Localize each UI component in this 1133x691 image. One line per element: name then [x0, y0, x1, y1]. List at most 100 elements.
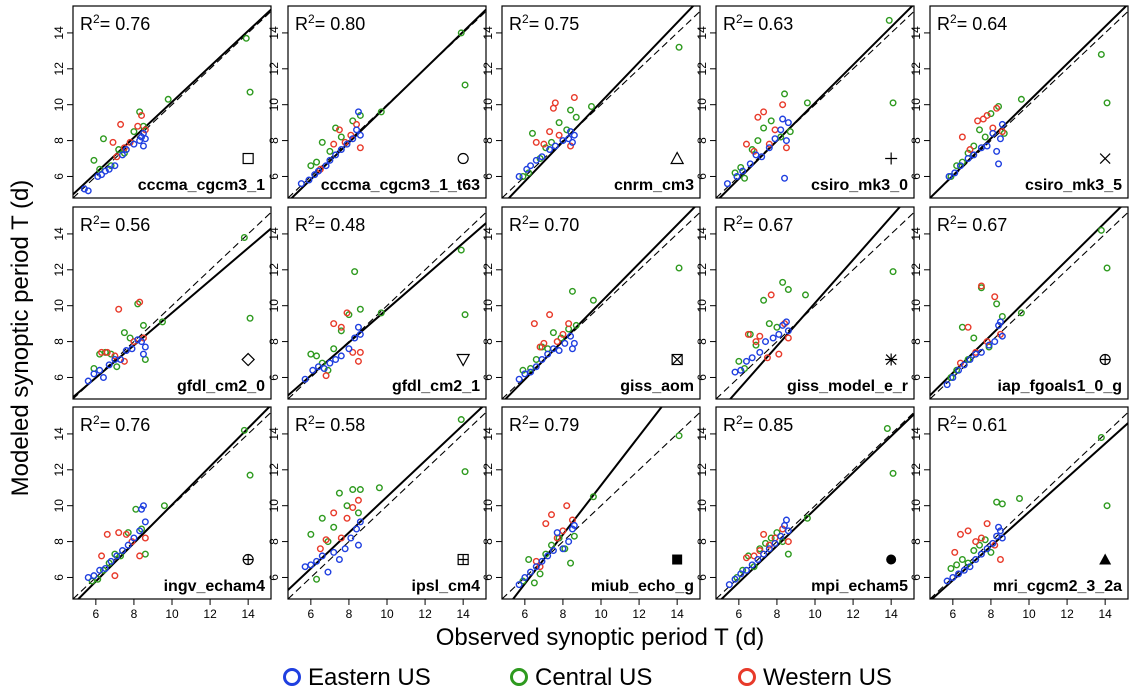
model-marker-circle-filled [886, 554, 897, 565]
y-tick-label: 12 [481, 62, 495, 76]
data-point-central [765, 320, 773, 328]
panel-csiro_mk3_5: 6 8 10 12 14 R2= 0.64 csiro_mk3_5 [909, 5, 1129, 199]
data-point-central [356, 305, 364, 313]
data-point-western [570, 94, 578, 102]
y-tick-label: 14 [267, 227, 281, 241]
data-point-central [549, 329, 557, 337]
panel-frame [715, 406, 915, 600]
data-point-central [242, 34, 250, 42]
data-point-eastern [754, 556, 762, 564]
data-point-central [99, 135, 107, 143]
data-point-western [530, 320, 538, 328]
data-point-eastern [527, 568, 535, 576]
data-point-central [240, 426, 248, 434]
data-point-western [565, 320, 573, 328]
y-tick-label: 14 [267, 26, 281, 40]
data-point-western [977, 534, 985, 542]
data-point-western [996, 330, 1004, 338]
data-point-eastern [748, 561, 756, 569]
data-point-western [356, 348, 364, 356]
data-point-eastern [723, 180, 731, 188]
r-squared-value: = 0.48 [315, 215, 366, 235]
data-point-eastern [775, 330, 783, 338]
data-point-central [741, 364, 749, 372]
y-tick-label: 6 [52, 574, 66, 581]
y-tick-label: 10 [481, 299, 495, 313]
data-point-eastern [138, 505, 146, 513]
data-point-eastern [134, 336, 142, 344]
data-point-eastern [354, 108, 362, 116]
data-point-central [525, 556, 533, 564]
data-point-eastern [777, 126, 785, 134]
data-point-western [979, 115, 987, 123]
panel-cccma_cgcm3_1: 6 8 10 12 14 R2= 0.76 cccma_cgcm3_1 [52, 5, 272, 199]
y-tick-label: 8 [481, 338, 495, 345]
data-point-eastern [532, 363, 540, 371]
panel-plot-area [716, 411, 914, 599]
data-point-central [762, 539, 770, 547]
data-point-western [784, 334, 792, 342]
data-point-eastern [356, 131, 364, 139]
y-tick-label: 10 [52, 499, 66, 513]
data-point-eastern [725, 581, 733, 589]
data-point-western [349, 348, 357, 356]
y-tick-label: 10 [267, 499, 281, 513]
panel-plot-area [288, 211, 486, 399]
data-point-central [375, 484, 383, 492]
r-symbol: R [295, 415, 308, 435]
panel-frame [501, 406, 701, 600]
data-point-eastern [343, 140, 351, 148]
data-point-eastern [349, 135, 357, 143]
data-point-eastern [742, 357, 750, 365]
data-point-central [981, 536, 989, 544]
r-squared-value: = 0.79 [529, 415, 580, 435]
data-point-central [130, 128, 138, 136]
model-marker-square-x [671, 353, 683, 366]
data-point-western [103, 348, 111, 356]
data-point-central [570, 532, 578, 540]
data-point-eastern [105, 165, 113, 173]
data-point-central [589, 493, 597, 501]
data-point-central [246, 88, 254, 96]
r-symbol: R [509, 415, 522, 435]
data-point-eastern [527, 368, 535, 376]
data-point-western [983, 520, 991, 528]
data-point-central [1015, 495, 1023, 503]
y-tick-label: 10 [267, 299, 281, 313]
data-point-central [801, 291, 809, 299]
r-symbol: R [509, 215, 522, 235]
data-point-western [756, 332, 764, 340]
data-point-eastern [324, 568, 332, 576]
data-point-western [760, 108, 768, 116]
panel-frame [287, 406, 487, 600]
data-point-western [752, 338, 760, 346]
data-point-central [981, 133, 989, 141]
data-point-western [98, 552, 106, 560]
data-point-eastern [765, 144, 773, 152]
y-tick-label: 6 [52, 374, 66, 381]
data-point-eastern [354, 323, 362, 331]
x-tick-label: 12 [846, 607, 860, 621]
r-symbol: R [80, 415, 93, 435]
y-tick-label: 10 [695, 299, 709, 313]
model-marker-circle-plus [243, 554, 254, 565]
data-point-eastern [960, 361, 968, 369]
data-point-central [733, 573, 741, 581]
data-point-eastern [353, 126, 361, 134]
r-symbol: R [80, 14, 93, 34]
x-tick-label: 10 [1022, 607, 1036, 621]
data-point-western [138, 111, 146, 119]
data-point-eastern [515, 172, 523, 180]
data-point-central [351, 268, 359, 276]
y-tick-label: 6 [267, 173, 281, 180]
panel-plot-area [502, 6, 700, 198]
model-name-label: csiro_mk3_5 [1025, 177, 1122, 194]
data-point-eastern [105, 361, 113, 369]
x-tick-label: 6 [950, 607, 957, 621]
r-exponent: 2 [950, 12, 957, 26]
y-tick-label: 14 [52, 427, 66, 441]
panel-plot-area [930, 6, 1128, 198]
data-point-eastern [985, 341, 993, 349]
data-point-eastern [998, 534, 1006, 542]
model-marker-asterisk [885, 353, 898, 366]
